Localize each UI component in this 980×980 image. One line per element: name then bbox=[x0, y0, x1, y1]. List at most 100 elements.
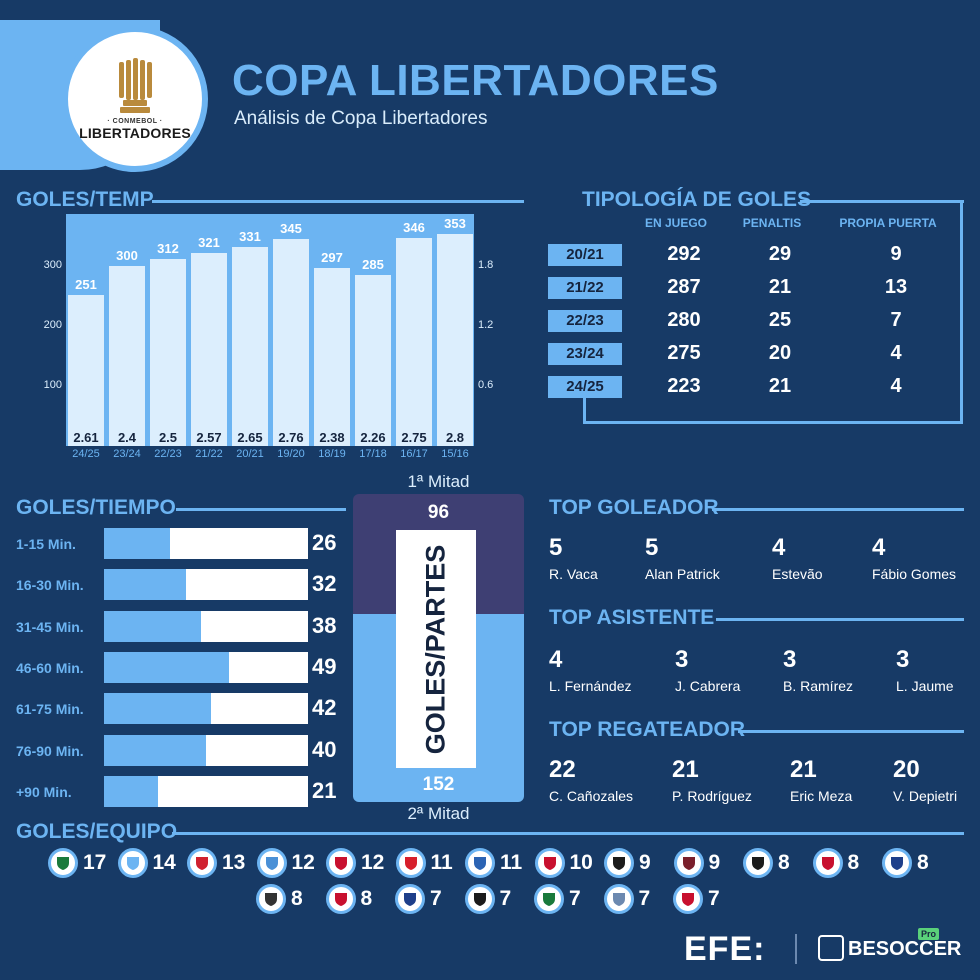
goles-tiempo-track bbox=[104, 693, 308, 725]
section-title-goles-temp: GOLES/TEMP bbox=[16, 188, 154, 211]
team-item: 17 bbox=[48, 848, 106, 878]
section-line bbox=[172, 832, 964, 835]
goles-tiempo-track bbox=[104, 734, 308, 766]
chart-bar bbox=[191, 253, 227, 446]
partes-first-value: 96 bbox=[427, 502, 450, 523]
section-title-top-regateador: TOP REGATEADOR bbox=[549, 718, 746, 741]
team-goals: 14 bbox=[152, 851, 176, 874]
top-goleador-name: Alan Patrick bbox=[645, 566, 720, 582]
goles-tiempo-fill bbox=[104, 651, 229, 683]
chart-bar bbox=[232, 247, 268, 446]
team-item: 8 bbox=[743, 848, 790, 878]
goles-tiempo-track bbox=[104, 651, 308, 683]
team-item: 8 bbox=[882, 848, 929, 878]
team-item: 7 bbox=[603, 884, 650, 914]
chart-bar-average: 2.57 bbox=[196, 430, 222, 445]
team-item: 14 bbox=[117, 848, 176, 878]
team-goals: 8 bbox=[917, 851, 929, 874]
nacional-crest-icon bbox=[395, 884, 425, 914]
team-goals: 7 bbox=[569, 887, 581, 910]
universidad-crest-icon bbox=[325, 884, 356, 914]
top-goleador-name: Fábio Gomes bbox=[872, 566, 957, 582]
chart-y-tick: 200 bbox=[43, 319, 62, 331]
team-goals: 7 bbox=[499, 887, 512, 910]
chart-bar-value: 331 bbox=[239, 229, 261, 245]
partes-second-label: 2ª Mitad bbox=[407, 804, 470, 823]
botafogo-crest-icon bbox=[743, 848, 773, 878]
team-item: 7 bbox=[464, 884, 512, 914]
team-goals: 13 bbox=[222, 851, 246, 874]
chart-category-label: 22/23 bbox=[154, 448, 182, 460]
section-title-goles-equipo: GOLES/EQUIPO bbox=[16, 820, 178, 843]
section-line bbox=[960, 200, 963, 424]
tipologia-season: 22/23 bbox=[548, 310, 622, 332]
tipologia-value: 25 bbox=[768, 309, 792, 331]
chart-category-label: 16/17 bbox=[400, 448, 428, 460]
chart-bar-average: 2.26 bbox=[360, 430, 386, 445]
tipologia-value: 20 bbox=[768, 342, 792, 364]
goles-tiempo-fill bbox=[104, 775, 158, 807]
team-item: 7 bbox=[395, 884, 442, 914]
chart-bar-average: 2.75 bbox=[401, 430, 427, 445]
atletico-nacional-crest-icon bbox=[534, 884, 564, 914]
team-goals: 8 bbox=[360, 887, 373, 910]
section-title-top-goleador: TOP GOLEADOR bbox=[549, 496, 719, 519]
chart-bar bbox=[437, 234, 473, 446]
tipologia-value: 7 bbox=[890, 309, 902, 331]
top-regateador-name: C. Cañozales bbox=[549, 788, 634, 804]
chart-category-label: 20/21 bbox=[236, 448, 264, 460]
bolivar-crest-icon bbox=[256, 848, 287, 878]
goles-tiempo-value: 21 bbox=[312, 777, 337, 803]
chart-y2-tick: 1.8 bbox=[478, 259, 494, 271]
partes-second-value: 152 bbox=[422, 774, 455, 795]
footer-separator bbox=[795, 934, 797, 964]
san-lorenzo-crest-icon bbox=[673, 848, 704, 878]
top-asistente-name: B. Ramírez bbox=[783, 678, 854, 694]
section-line bbox=[712, 508, 964, 511]
chart-bar-value: 353 bbox=[444, 216, 466, 232]
tipologia-value: 4 bbox=[890, 342, 902, 364]
team-goals: 12 bbox=[361, 851, 385, 874]
team-goals: 8 bbox=[778, 851, 790, 874]
logo-libertadores-text: LIBERTADORES bbox=[79, 124, 191, 141]
chart-bar-value: 345 bbox=[280, 221, 302, 236]
chart-bar-value: 297 bbox=[321, 249, 343, 265]
trophy-icon bbox=[119, 57, 152, 113]
top-regateador-value: 20 bbox=[893, 756, 920, 783]
tipologia-value: 280 bbox=[667, 309, 701, 331]
chart-bar-average: 2.5 bbox=[158, 430, 178, 445]
chart-bar-average: 2.8 bbox=[445, 430, 465, 445]
team-goals: 7 bbox=[430, 887, 442, 910]
tipologia-value: 29 bbox=[768, 243, 792, 265]
chart-bar bbox=[396, 238, 432, 446]
goles-tiempo-label: +90 Min. bbox=[16, 783, 72, 800]
partes-label-box bbox=[396, 530, 476, 768]
goles-tiempo-fill bbox=[104, 610, 201, 642]
top-goleador-value: 5 bbox=[549, 534, 563, 561]
section-line bbox=[800, 200, 964, 203]
logo-conmebol-text: · CONMEBOL · bbox=[107, 117, 163, 125]
estudiantes-crest-icon bbox=[395, 848, 426, 878]
team-item: 12 bbox=[326, 848, 384, 878]
page-title: COPA LIBERTADORES bbox=[232, 56, 719, 105]
partes-label-text: GOLES/PARTES bbox=[420, 544, 451, 754]
team-item: 8 bbox=[812, 848, 859, 878]
alianza-crest-icon bbox=[603, 884, 634, 914]
tipologia-value: 287 bbox=[667, 276, 701, 298]
chart-category-label: 15/16 bbox=[441, 448, 469, 460]
chart-category-label: 17/18 bbox=[359, 448, 387, 460]
chart-bar bbox=[355, 275, 391, 446]
chart-y2-tick: 0.6 bbox=[478, 379, 494, 391]
section-line bbox=[152, 200, 524, 203]
chart-bar-value: 321 bbox=[198, 235, 220, 251]
section-line bbox=[583, 398, 586, 424]
goles-tiempo-track bbox=[104, 528, 308, 559]
top-goleador-value: 5 bbox=[645, 534, 659, 561]
tipologia-value: 223 bbox=[667, 375, 701, 397]
top-goleador-name: Estevão bbox=[772, 566, 823, 582]
team-goals: 17 bbox=[83, 851, 107, 874]
partes-first-label: 1ª Mitad bbox=[407, 472, 470, 491]
besoccer-logo: BESOCCER bbox=[848, 938, 962, 960]
top-regateador-name: V. Depietri bbox=[893, 788, 958, 804]
tipologia-value: 9 bbox=[890, 243, 902, 265]
